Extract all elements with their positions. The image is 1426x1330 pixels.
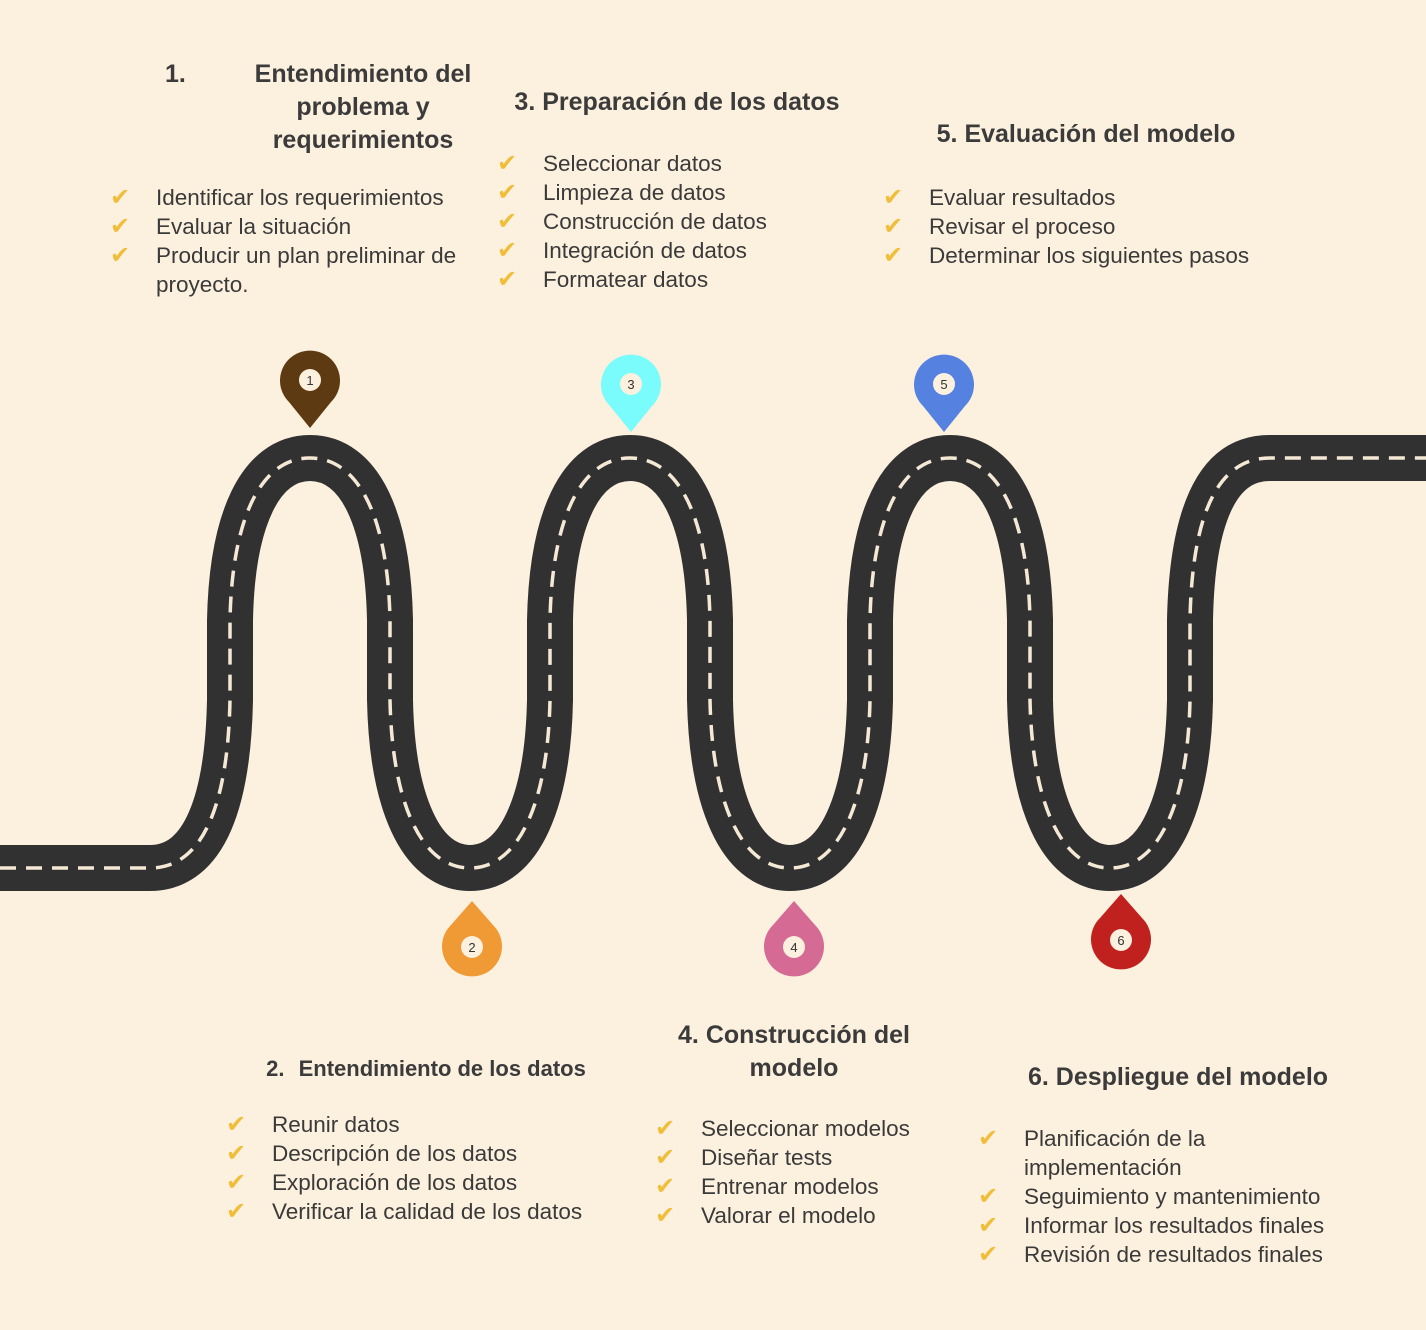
checkmark-icon: ✔ — [655, 1172, 676, 1200]
checkmark-icon: ✔ — [883, 212, 904, 240]
list-item: ✔ Seleccionar datos — [497, 149, 722, 177]
marker-3-pin-icon: 3 — [601, 354, 661, 432]
checkmark-icon: ✔ — [226, 1168, 247, 1196]
checkmark-icon: ✔ — [978, 1182, 999, 1210]
list-item: ✔ Construcción de datos — [497, 207, 767, 235]
checkmark-icon: ✔ — [978, 1124, 999, 1152]
marker-1-label: 1 — [306, 373, 313, 388]
step-4-number: 4. — [678, 1021, 699, 1049]
checkmark-icon: ✔ — [110, 212, 131, 240]
step-5-number: 5. — [936, 120, 958, 148]
checkmark-icon: ✔ — [110, 183, 131, 211]
list-item: ✔ Planificación de la implementación — [978, 1124, 1206, 1180]
list-item: ✔ Reunir datos — [226, 1110, 400, 1138]
marker-6-label: 6 — [1117, 933, 1124, 948]
list-item: ✔ Identificar los requerimientos — [110, 183, 444, 211]
checkmark-icon: ✔ — [978, 1240, 999, 1268]
list-item: ✔ Seguimiento y mantenimiento — [978, 1182, 1321, 1210]
list-item: ✔ Producir un plan preliminar de proyecto… — [110, 241, 457, 297]
checkmark-icon: ✔ — [226, 1110, 247, 1138]
marker-5-label: 5 — [940, 377, 947, 392]
step-3-list: ✔ Seleccionar datos ✔ Limpieza de datos ✔ C… — [497, 149, 877, 294]
step-4-list: ✔ Seleccionar modelos ✔ Diseñar tests ✔ Ent… — [655, 1114, 955, 1230]
checkmark-icon: ✔ — [655, 1114, 676, 1142]
list-item: ✔ Evaluar resultados — [883, 183, 1116, 211]
list-item: ✔ Seleccionar modelos — [655, 1114, 910, 1142]
step-6: 6. Despliegue del modelo ✔ Planificación … — [978, 1061, 1378, 1269]
checkmark-icon: ✔ — [497, 149, 518, 177]
checkmark-icon: ✔ — [110, 241, 131, 269]
step-4-title: Construcción del modelo — [705, 1021, 910, 1082]
list-item: ✔ Verificar la calidad de los datos — [226, 1197, 583, 1225]
step-1-title: Entendimiento del problema y requerimien… — [254, 60, 472, 154]
step-3: 3. Preparación de los datos ✔ Seleccionar… — [497, 86, 877, 294]
step-5-title-block: 5. Evaluación del modelo — [883, 118, 1289, 151]
step-6-number: 6. — [1027, 1063, 1049, 1091]
list-item: ✔ Informar los resultados finales — [978, 1211, 1325, 1239]
marker-4-pin-icon: 4 — [764, 901, 824, 977]
road-lane-dashes — [0, 456, 1426, 870]
checkmark-icon: ✔ — [497, 265, 518, 293]
checkmark-icon: ✔ — [655, 1143, 676, 1171]
list-item: ✔ Entrenar modelos — [655, 1172, 879, 1200]
step-4-title-block: 4. Construcción del modelo — [655, 1019, 933, 1085]
list-item: ✔ Determinar los siguientes pasos — [883, 241, 1250, 269]
list-item: ✔ Revisar el proceso — [883, 212, 1116, 240]
checkmark-icon: ✔ — [978, 1211, 999, 1239]
step-1-list: ✔ Identificar los requerimientos ✔ Evaluar… — [110, 183, 482, 299]
step-2-number: 2. — [266, 1056, 285, 1081]
marker-2-pin-icon: 2 — [442, 901, 502, 977]
list-item: ✔ Evaluar la situación — [110, 212, 352, 240]
marker-2-label: 2 — [468, 940, 475, 955]
marker-6-pin-icon: 6 — [1091, 894, 1151, 970]
step-2-list: ✔ Reunir datos ✔ Descripción de los datos … — [226, 1110, 626, 1226]
step-5-title: Evaluación del modelo — [964, 120, 1236, 148]
step-2-title-block: 2. Entendimiento de los datos — [226, 1052, 626, 1085]
list-item: ✔ Valorar el modelo — [655, 1201, 876, 1229]
checkmark-icon: ✔ — [497, 236, 518, 264]
checkmark-icon: ✔ — [883, 241, 904, 269]
step-1-number: 1. — [165, 60, 186, 88]
list-item: ✔ Revisión de resultados finales — [978, 1240, 1323, 1268]
step-6-title: Despliegue del modelo — [1055, 1063, 1329, 1091]
step-3-number: 3. — [514, 88, 536, 116]
marker-5-pin-icon: 5 — [914, 354, 974, 432]
checkmark-icon: ✔ — [497, 207, 518, 235]
checkmark-icon: ✔ — [883, 183, 904, 211]
step-2-title: Entendimiento de los datos — [298, 1056, 586, 1081]
checkmark-icon: ✔ — [655, 1201, 676, 1229]
marker-3-label: 3 — [627, 377, 634, 392]
list-item: ✔ Formatear datos — [497, 265, 709, 293]
list-item: ✔ Limpieza de datos — [497, 178, 726, 206]
step-1: 1. Entendimiento del problema y requerim… — [110, 58, 490, 299]
marker-1-pin-icon: 1 — [280, 350, 340, 428]
step-2: 2. Entendimiento de los datos ✔ Reunir da… — [226, 1052, 626, 1226]
checkmark-icon: ✔ — [226, 1139, 247, 1167]
list-item: ✔ Integración de datos — [497, 236, 747, 264]
step-1-title-block: 1. Entendimiento del problema y requerim… — [110, 58, 490, 157]
list-item: ✔ Descripción de los datos — [226, 1139, 518, 1167]
step-5-list: ✔ Evaluar resultados ✔ Revisar el proceso … — [883, 183, 1303, 270]
step-3-title: Preparación de los datos — [542, 88, 840, 116]
list-item: ✔ Diseñar tests — [655, 1143, 833, 1171]
checkmark-icon: ✔ — [497, 178, 518, 206]
step-4: 4. Construcción del modelo ✔ Seleccionar … — [655, 1019, 955, 1230]
list-item: ✔ Exploración de los datos — [226, 1168, 518, 1196]
step-5: 5. Evaluación del modelo ✔ Evaluar result… — [883, 118, 1303, 270]
marker-4-label: 4 — [790, 940, 797, 955]
step-6-title-block: 6. Despliegue del modelo — [978, 1061, 1378, 1094]
step-6-list: ✔ Planificación de la implementación ✔ Seg… — [978, 1124, 1358, 1269]
step-3-title-block: 3. Preparación de los datos — [497, 86, 857, 119]
checkmark-icon: ✔ — [226, 1197, 247, 1225]
